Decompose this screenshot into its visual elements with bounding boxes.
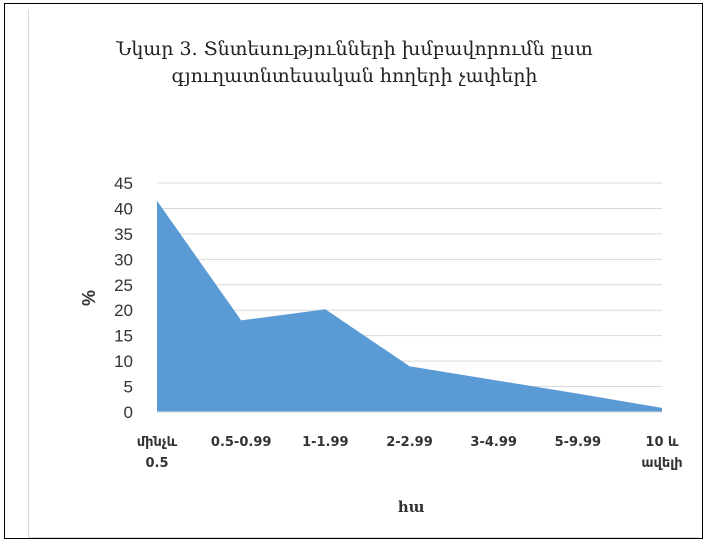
x-tick-label-line: մինչև [137, 435, 178, 450]
x-tick-label: 1-1.99 [302, 435, 349, 450]
y-tick-label: 30 [114, 250, 133, 269]
chart-title: Նկար 3. Տնտեսությունների խմբավորումն ըստ… [0, 36, 709, 90]
x-tick-label: մինչև 0.5 [137, 435, 178, 471]
chart-area-border [28, 10, 700, 538]
x-tick-label-line: ավելի [641, 456, 682, 471]
y-tick-label: 25 [114, 276, 133, 295]
x-tick-labels: մինչև 0.5 0.5-0.99 1-1.99 2-2.99 3-4.99 5-9.99… [137, 435, 683, 471]
y-tick-labels: 0 5 10 15 20 25 30 35 40 45 [114, 174, 133, 422]
x-tick-label-line: 5-9.99 [555, 435, 602, 450]
chart-frame [4, 3, 703, 539]
y-tick-label: 10 [114, 352, 133, 371]
x-tick-label-line: 3-4.99 [470, 435, 517, 450]
y-axis-label: % [79, 290, 99, 306]
chart-title-line-2: գյուղատնտեսական հողերի չափերի [171, 65, 538, 87]
y-tick-label: 20 [114, 301, 133, 320]
x-tick-label-line: 10 և [645, 435, 679, 450]
x-axis-label: հա [398, 498, 425, 516]
x-tick-label-line: 0.5 [145, 456, 168, 471]
x-tick-label-line: 1-1.99 [302, 435, 349, 450]
y-tick-label: 0 [124, 403, 133, 422]
y-tick-label: 15 [114, 327, 133, 346]
area-series [157, 200, 662, 412]
x-tick-label: 5-9.99 [555, 435, 602, 450]
x-tick-label: 3-4.99 [470, 435, 517, 450]
x-tick-label: 0.5-0.99 [211, 435, 272, 450]
y-tick-label: 35 [114, 225, 133, 244]
y-tick-label: 5 [124, 378, 133, 397]
y-tick-label: 45 [114, 174, 133, 193]
x-tick-label-line: 2-2.99 [386, 435, 433, 450]
y-tick-label: 40 [114, 199, 133, 218]
chart-title-line-1: Նկար 3. Տնտեսությունների խմբավորումն ըստ [116, 38, 593, 60]
x-tick-label-line: 0.5-0.99 [211, 435, 272, 450]
x-tick-label: 2-2.99 [386, 435, 433, 450]
x-tick-label: 10 և ավելի [641, 435, 682, 471]
